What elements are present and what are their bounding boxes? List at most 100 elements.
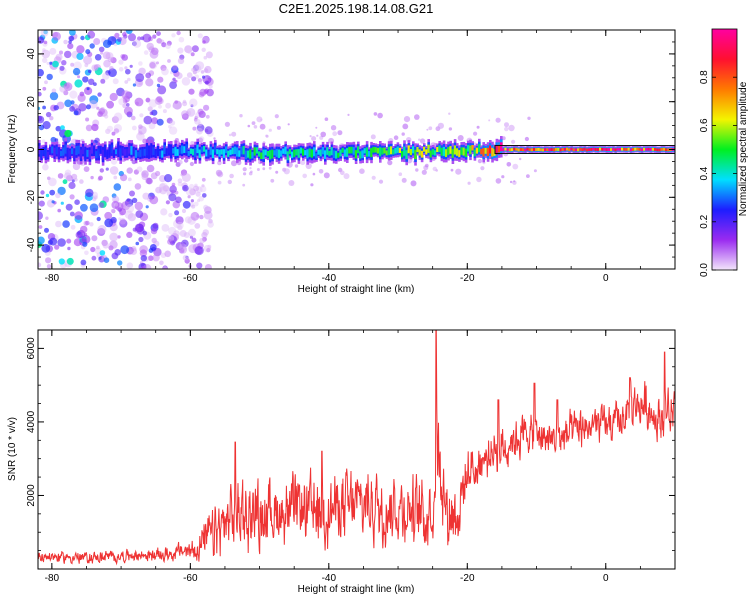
noise-cell: [195, 191, 201, 197]
noise-cell: [239, 114, 243, 118]
noise-cell: [103, 257, 110, 264]
ridge-cell: [64, 144, 67, 154]
noise-cell: [92, 197, 97, 202]
noise-cell: [207, 244, 212, 249]
noise-cell: [141, 170, 149, 178]
noise-cell: [161, 42, 167, 48]
noise-cell: [194, 118, 201, 125]
ridge-cell: [51, 146, 54, 154]
colorbar-ticks: 0.0 0.2 0.4 0.6 0.8: [699, 70, 737, 277]
ridge-cell: [379, 147, 382, 157]
noise-cell: [73, 61, 82, 70]
ridge-cell: [77, 145, 81, 154]
noise-cell: [70, 62, 75, 67]
ridge-cell: [566, 147, 569, 151]
noise-cell: [312, 172, 316, 176]
noise-cell: [104, 114, 109, 119]
noise-cell: [205, 114, 210, 119]
noise-cell: [156, 38, 162, 44]
noise-cell: [203, 55, 208, 60]
ridge-cell: [500, 142, 503, 152]
noise-cell: [403, 116, 411, 123]
noise-cell: [105, 128, 111, 134]
ridge-cell: [154, 150, 158, 157]
noise-cell: [512, 163, 519, 170]
noise-cell: [185, 255, 189, 259]
noise-cell: [197, 78, 202, 83]
ridge-cell: [335, 150, 338, 159]
noise-cell: [85, 117, 90, 122]
colorbar-tick-label: 0.2: [699, 214, 710, 228]
ridge-cell: [594, 148, 598, 151]
ridge-cell: [449, 146, 452, 154]
noise-cell: [182, 101, 188, 107]
noise-cell: [182, 200, 191, 209]
noise-cell: [110, 158, 118, 165]
noise-cell: [198, 137, 203, 143]
noise-cell: [169, 185, 177, 193]
noise-cell: [476, 176, 482, 183]
noise-cell: [250, 170, 253, 174]
noise-cell: [142, 33, 152, 43]
ridge-cell: [526, 147, 529, 151]
noise-cell: [203, 104, 210, 111]
noise-cell: [165, 200, 170, 205]
noise-cell: [77, 75, 81, 79]
noise-cell: [203, 244, 212, 253]
ridge-cell: [119, 148, 122, 158]
noise-cell: [57, 208, 61, 213]
noise-cell: [467, 181, 471, 185]
noise-cell: [204, 126, 213, 135]
noise-cell: [287, 123, 290, 126]
ridge-cell: [370, 148, 373, 158]
noise-cell: [109, 92, 118, 102]
noise-cell: [114, 202, 119, 207]
noise-cell: [166, 117, 173, 124]
noise-cell: [201, 47, 206, 52]
ridge-cell: [57, 149, 61, 158]
noise-cell: [156, 31, 161, 36]
noise-cell: [67, 246, 71, 251]
heatmap-cells: [38, 30, 675, 269]
ridge-cell: [440, 147, 444, 156]
noise-cell: [177, 178, 183, 184]
ridge-cell: [491, 147, 494, 157]
spectrogram-x-tick-label: -60: [183, 273, 198, 284]
noise-cell: [192, 70, 197, 75]
noise-cell: [58, 258, 65, 265]
noise-cell: [208, 218, 213, 224]
noise-cell: [132, 41, 137, 47]
ridge-cell: [607, 148, 611, 151]
noise-cell: [138, 125, 147, 135]
ridge-cell: [612, 147, 615, 151]
noise-cell: [172, 103, 177, 109]
ridge-cell: [90, 145, 94, 154]
ridge-cell: [478, 144, 481, 153]
ridge-cell: [280, 150, 283, 157]
ridge-cell: [42, 148, 45, 155]
noise-cell: [187, 195, 191, 199]
ridge-cell: [453, 145, 457, 155]
noise-cell: [175, 242, 184, 251]
noise-cell: [224, 121, 230, 127]
ridge-cell: [354, 150, 358, 159]
ridge-cell: [535, 148, 538, 151]
ridge-cell: [601, 147, 604, 151]
ridge-cell: [568, 148, 571, 152]
noise-cell: [145, 205, 149, 209]
noise-cell: [113, 175, 118, 180]
ridge-cell: [495, 145, 499, 155]
ridge-cell: [200, 146, 204, 153]
noise-cell: [194, 183, 198, 188]
noise-cell: [387, 160, 393, 166]
noise-cell: [173, 230, 180, 237]
noise-cell: [437, 122, 444, 129]
noise-cell: [174, 210, 180, 216]
noise-cell: [38, 91, 42, 97]
noise-cell: [97, 225, 107, 234]
noise-cell: [85, 124, 93, 132]
ridge-cell: [167, 146, 171, 154]
noise-cell: [42, 121, 51, 130]
noise-cell: [124, 80, 129, 84]
noise-cell: [65, 203, 73, 211]
